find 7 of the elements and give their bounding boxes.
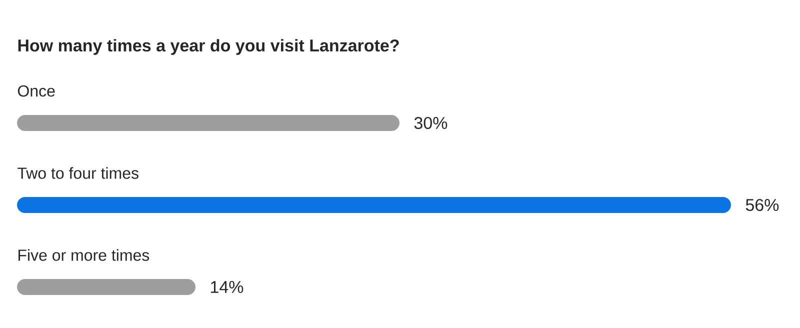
data-label: 30% (414, 116, 448, 130)
data-label: 56% (746, 198, 779, 212)
y-tick-label: Once (18, 85, 55, 97)
data-label: 14% (211, 281, 244, 293)
y-tick-label: Two to four times (18, 167, 138, 179)
chart-title: How many times a year do you visit Lanzarote? (18, 39, 399, 55)
y-tick-label: Five or more times (18, 249, 150, 261)
